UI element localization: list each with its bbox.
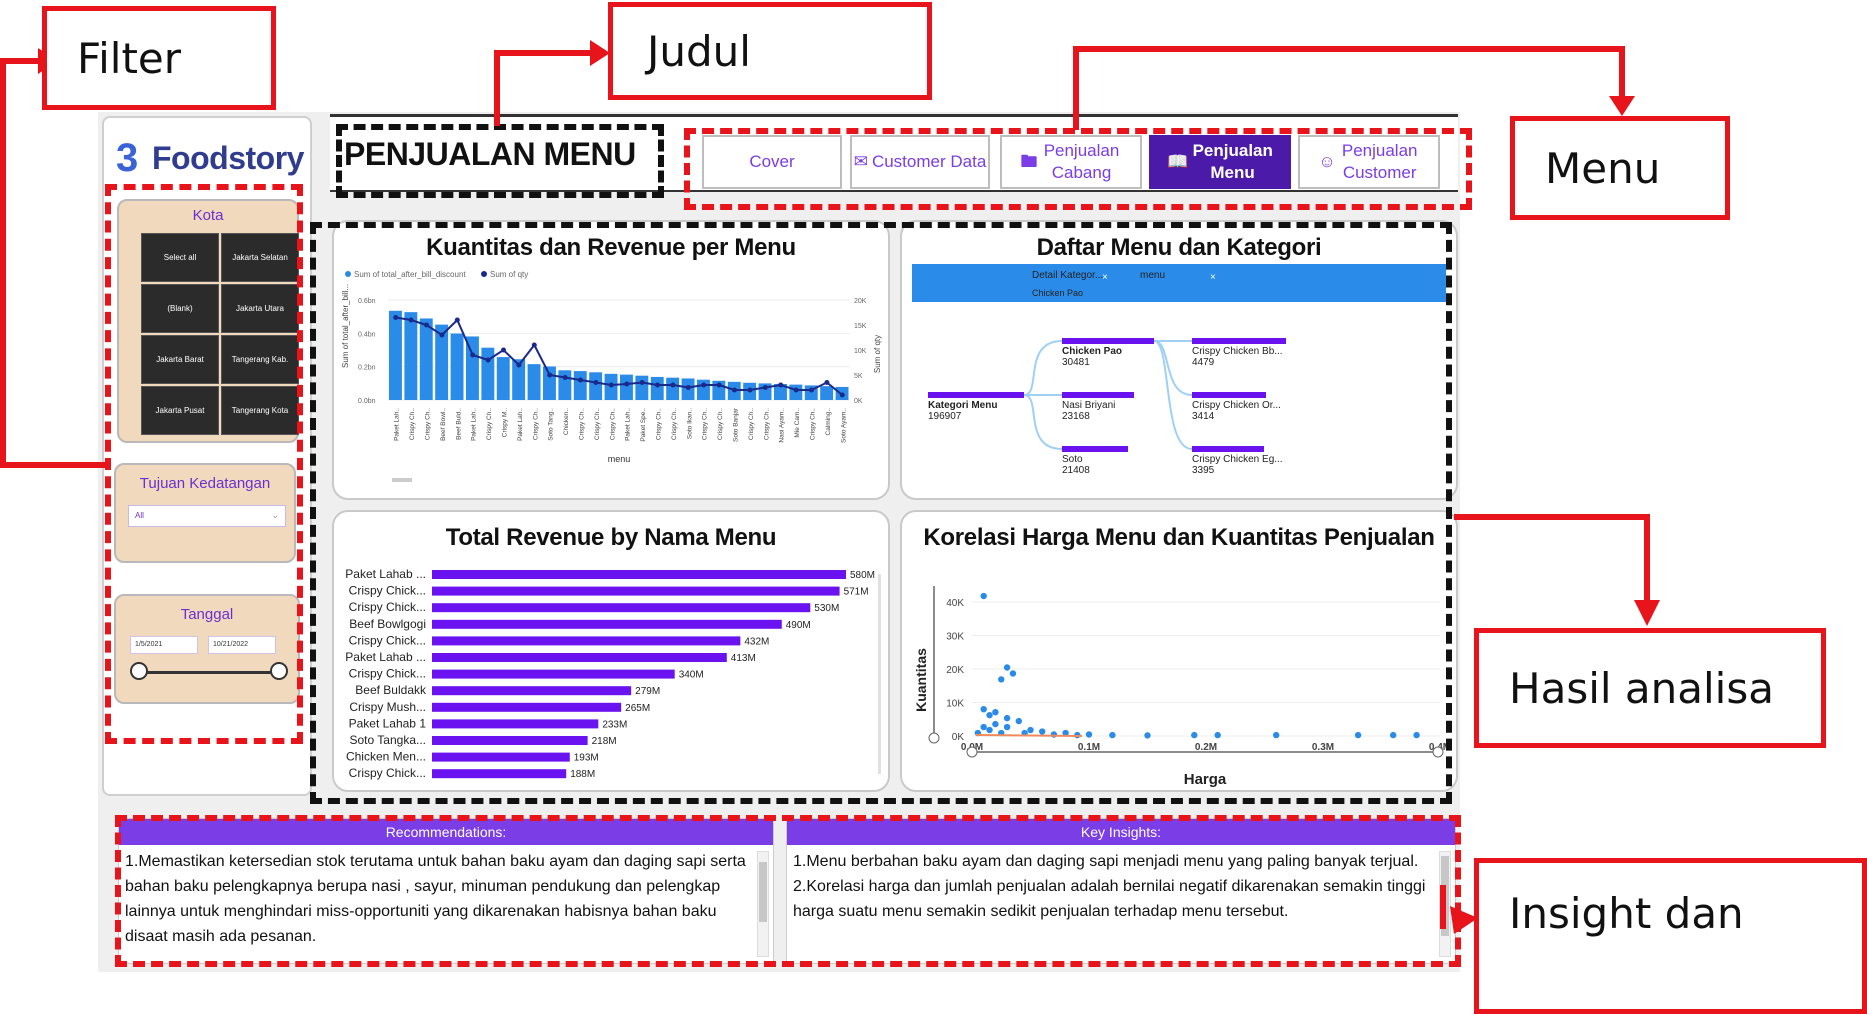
insight-callout: Insight dan	[1474, 858, 1867, 1014]
judul-callout: Judul	[608, 2, 932, 100]
hasil-callout: Hasil analisa	[1474, 628, 1826, 748]
arrow-head-icon	[1634, 600, 1660, 626]
hasil-callout-text: Hasil analisa	[1509, 664, 1774, 713]
menu-callout-text: Menu	[1545, 144, 1660, 193]
arrow-head-icon	[590, 40, 610, 66]
insight-callout-text: Insight dan	[1509, 889, 1744, 938]
menu-callout: Menu	[1510, 116, 1730, 220]
arrow-head-icon	[1609, 96, 1635, 116]
filter-callout: Filter	[42, 6, 276, 110]
judul-callout-text: Judul	[647, 27, 751, 76]
filter-callout-text: Filter	[77, 34, 181, 83]
